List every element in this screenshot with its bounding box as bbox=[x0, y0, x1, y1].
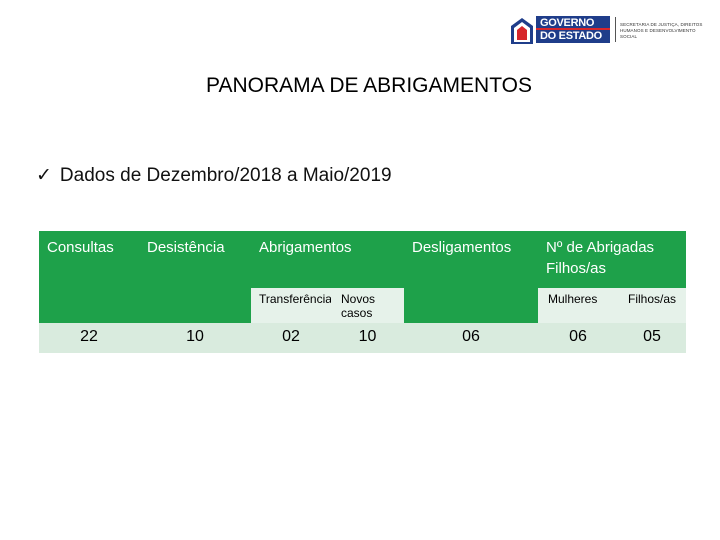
header-consultas-label: Consultas bbox=[47, 239, 114, 256]
page-title: PANORAMA DE ABRIGAMENTOS bbox=[206, 74, 532, 97]
header-desligamentos-label: Desligamentos bbox=[412, 239, 512, 256]
logo-org-text: SECRETARIA DE JUSTIÇA, DIREITOS HUMANOS … bbox=[620, 22, 703, 39]
value-consultas: 22 bbox=[39, 323, 139, 353]
header-abrigamentos: Abrigamentos bbox=[251, 231, 404, 288]
value-novos-casos: 10 bbox=[331, 323, 404, 353]
header-abrigamentos-label: Abrigamentos bbox=[259, 239, 352, 256]
header-consultas: Consultas bbox=[39, 231, 139, 323]
checkmark-icon: ✓ bbox=[36, 165, 52, 186]
state-emblem-icon bbox=[511, 18, 533, 44]
value-desistencia: 10 bbox=[139, 323, 251, 353]
subtitle-text: Dados de Dezembro/2018 a Maio/2019 bbox=[59, 165, 392, 186]
logo-line1: GOVERNO bbox=[540, 17, 595, 29]
logo-stripe bbox=[536, 28, 610, 30]
value-mulheres: 06 bbox=[538, 323, 618, 353]
header-desistencia: Desistência bbox=[139, 231, 251, 323]
subheader-novos-casos: Novos casos bbox=[331, 288, 404, 323]
subheader-transferencia-label: Transferência bbox=[259, 292, 332, 306]
governo-logo: GOVERNO DO ESTADO SECRETARIA DE JUSTIÇA,… bbox=[511, 16, 711, 46]
logo-wordmark: GOVERNO DO ESTADO bbox=[536, 16, 610, 43]
header-desligamentos: Desligamentos bbox=[404, 231, 538, 323]
subheader-filhos-label: Filhos/as bbox=[628, 292, 677, 306]
subheader-mulheres: Mulheres bbox=[538, 288, 618, 323]
logo-line2: DO ESTADO bbox=[540, 30, 602, 42]
header-abrigadas-label: Nº de Abrigadas Filhos/as bbox=[546, 239, 655, 277]
subheader-transferencia: Transferência bbox=[251, 288, 332, 323]
subtitle: ✓ Dados de Dezembro/2018 a Maio/2019 bbox=[36, 164, 392, 187]
subheader-mulheres-label: Mulheres bbox=[548, 292, 598, 306]
value-desligamentos: 06 bbox=[404, 323, 538, 353]
value-transferencia: 02 bbox=[251, 323, 331, 353]
value-filhos: 05 bbox=[618, 323, 686, 353]
subheader-novos-casos-label: Novos casos bbox=[341, 292, 376, 320]
header-desistencia-label: Desistência bbox=[147, 239, 225, 256]
logo-divider bbox=[615, 17, 616, 42]
header-abrigadas: Nº de Abrigadas Filhos/as bbox=[538, 231, 686, 288]
subheader-filhos: Filhos/as bbox=[618, 288, 686, 323]
